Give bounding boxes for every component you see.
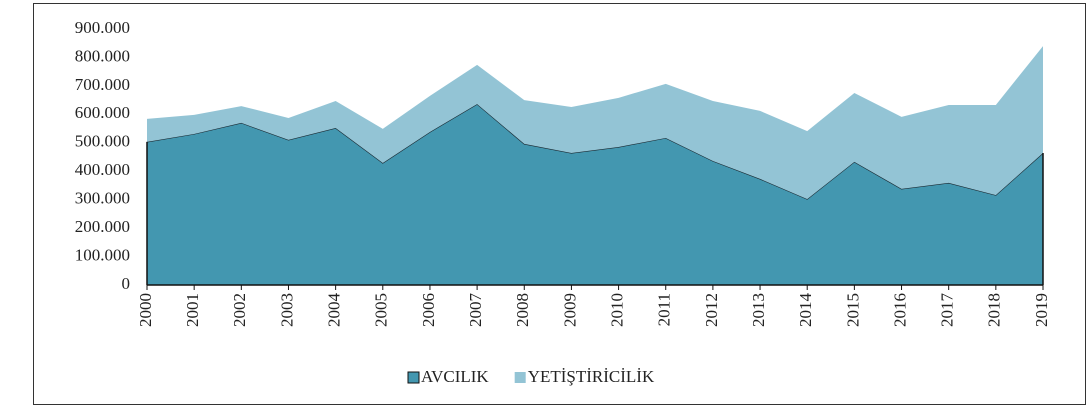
x-tick-label: 2017 (938, 293, 957, 328)
x-tick-label: 2000 (136, 293, 155, 327)
x-tick-label: 2010 (607, 293, 626, 327)
y-tick-label: 800.000 (75, 46, 130, 65)
legend-label: AVCILIK (421, 367, 489, 386)
x-tick-label: 2016 (890, 293, 909, 327)
y-tick-label: 200.000 (75, 217, 130, 236)
x-tick-label: 2005 (372, 293, 391, 327)
y-tick-label: 900.000 (75, 18, 130, 37)
y-tick-label: 100.000 (75, 245, 130, 264)
x-tick-label: 2002 (230, 293, 249, 327)
legend-label: YETİŞTİRİCİLİK (528, 367, 655, 386)
x-tick-label: 2008 (513, 293, 532, 327)
x-tick-label: 2009 (560, 293, 579, 327)
area (147, 104, 1043, 286)
y-tick-label: 600.000 (75, 103, 130, 122)
legend-swatch (407, 371, 420, 384)
x-tick-label: 2018 (985, 293, 1004, 327)
x-tick-label: 2007 (466, 293, 485, 328)
area (147, 46, 1043, 200)
x-tick-label: 2004 (325, 293, 344, 328)
legend-swatch (514, 372, 526, 383)
x-tick-label: 2011 (655, 293, 674, 326)
x-tick-label: 2012 (702, 293, 721, 327)
x-tick-label: 2006 (419, 293, 438, 327)
x-tick-label: 2001 (183, 293, 202, 327)
x-tick-label: 2015 (843, 293, 862, 327)
x-tick-label: 2014 (796, 293, 815, 328)
x-tick-label: 2013 (749, 293, 768, 327)
x-tick-label: 2003 (277, 293, 296, 327)
y-tick-label: 300.000 (75, 189, 130, 208)
y-tick-label: 0 (122, 274, 131, 293)
y-tick-label: 500.000 (75, 132, 130, 151)
x-tick-label: 2019 (1032, 293, 1051, 327)
y-tick-label: 400.000 (75, 160, 130, 179)
y-tick-label: 700.000 (75, 75, 130, 94)
